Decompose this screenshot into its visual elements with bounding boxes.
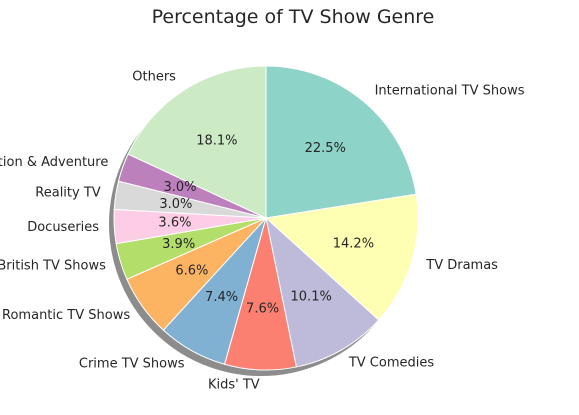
pct-label-tv-action-adventure: 3.0% — [163, 180, 196, 195]
category-label-crime-tv-shows: Crime TV Shows — [79, 357, 185, 372]
category-label-reality-tv: Reality TV — [35, 185, 101, 200]
slice-tv-dramas — [264, 193, 419, 321]
pct-label-docuseries: 3.6% — [158, 216, 191, 231]
slice-international-tv-shows — [265, 65, 417, 219]
pct-label-tv-dramas: 14.2% — [333, 236, 374, 251]
slice-others — [127, 65, 267, 219]
category-label-tv-action-adventure: TV Action & Adventure — [0, 155, 108, 170]
pct-label-british-tv-shows: 3.9% — [162, 237, 195, 252]
slice-tv-comedies — [265, 216, 380, 368]
pct-label-romantic-tv-shows: 6.6% — [175, 264, 208, 279]
category-label-kids-tv: Kids' TV — [208, 378, 260, 393]
category-label-others: Others — [132, 70, 176, 85]
category-label-british-tv-shows: British TV Shows — [0, 259, 106, 274]
pct-label-crime-tv-shows: 7.4% — [205, 290, 238, 305]
pct-label-reality-tv: 3.0% — [159, 197, 192, 212]
pct-label-tv-comedies: 10.1% — [291, 290, 332, 305]
pie-category-labels: International TV Shows TV Dramas TV Comedi… — [0, 70, 525, 393]
category-label-tv-dramas: TV Dramas — [425, 258, 498, 273]
pct-label-international-tv-shows: 22.5% — [305, 141, 346, 156]
category-label-romantic-tv-shows: Romantic TV Shows — [2, 308, 130, 323]
chart-title: Percentage of TV Show Genre — [152, 6, 435, 28]
pct-label-others: 18.1% — [196, 134, 237, 149]
pie-slices — [113, 65, 419, 371]
pct-label-kids-tv: 7.6% — [246, 302, 279, 317]
category-label-tv-comedies: TV Comedies — [348, 356, 435, 371]
category-label-docuseries: Docuseries — [27, 220, 99, 235]
category-label-international-tv-shows: International TV Shows — [375, 83, 525, 98]
pie-percent-labels: 22.5% 14.2% 10.1% 7.6% 7.4% 6.6% 3.9% 3.6% 3.0% 3… — [158, 134, 374, 317]
